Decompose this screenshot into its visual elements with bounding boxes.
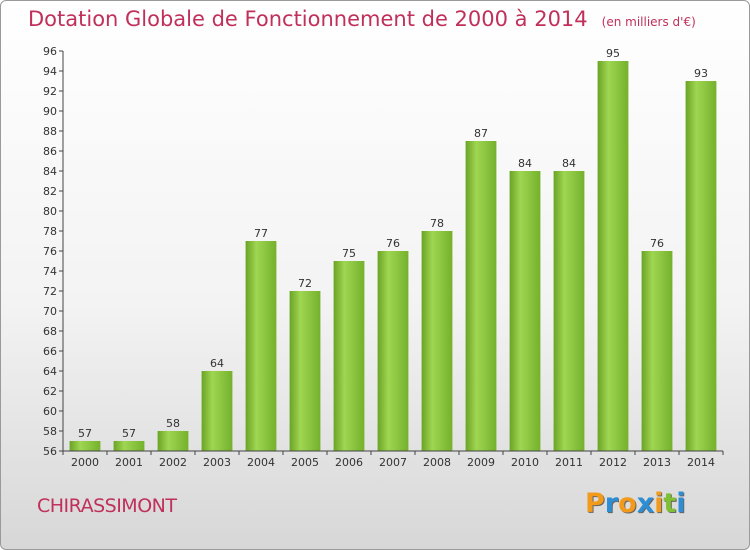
logo-letter: t	[663, 488, 677, 519]
logo-letter: o	[618, 488, 637, 519]
y-tick-label-60: 60	[43, 405, 57, 418]
y-tick-label-76: 76	[43, 245, 57, 258]
value-label-2007: 76	[386, 237, 400, 250]
logo-letter: i	[654, 488, 664, 519]
y-tick-label-66: 66	[43, 345, 57, 358]
x-tick-label-2014: 2014	[687, 456, 715, 469]
bar-2012	[597, 61, 629, 451]
logo-letter: P	[585, 488, 605, 519]
logo-letter: r	[604, 488, 619, 519]
x-tick-label-2004: 2004	[247, 456, 275, 469]
y-tick-label-78: 78	[43, 225, 57, 238]
y-tick-label-88: 88	[43, 125, 57, 138]
y-tick-label-56: 56	[43, 445, 57, 458]
value-label-2010: 84	[518, 157, 532, 170]
value-label-2012: 95	[606, 47, 620, 60]
value-label-2006: 75	[342, 247, 356, 260]
y-tick-label-82: 82	[43, 185, 57, 198]
y-tick-label-84: 84	[43, 165, 57, 178]
bar-2000	[69, 441, 101, 451]
value-label-2000: 57	[78, 427, 92, 440]
bar-2008	[421, 231, 453, 451]
x-tick-label-2008: 2008	[423, 456, 451, 469]
y-tick-label-68: 68	[43, 325, 57, 338]
value-label-2002: 58	[166, 417, 180, 430]
y-tick-label-72: 72	[43, 285, 57, 298]
y-tick-label-90: 90	[43, 105, 57, 118]
value-label-2013: 76	[650, 237, 664, 250]
value-label-2008: 78	[430, 217, 444, 230]
y-tick-label-74: 74	[43, 265, 57, 278]
y-tick-label-86: 86	[43, 145, 57, 158]
value-label-2004: 77	[254, 227, 268, 240]
x-tick-label-2010: 2010	[511, 456, 539, 469]
bar-2001	[113, 441, 145, 451]
y-tick-label-64: 64	[43, 365, 57, 378]
x-tick-label-2002: 2002	[159, 456, 187, 469]
bar-2003	[201, 371, 233, 451]
y-tick-label-94: 94	[43, 65, 57, 78]
value-label-2009: 87	[474, 127, 488, 140]
x-tick-label-2005: 2005	[291, 456, 319, 469]
chart-subtitle: (en milliers d'€)	[601, 15, 696, 29]
logo-letter: i	[676, 488, 686, 519]
bar-2002	[157, 431, 189, 451]
x-tick-label-2011: 2011	[555, 456, 583, 469]
proxiti-logo: Proxiti	[585, 488, 686, 519]
x-tick-label-2007: 2007	[379, 456, 407, 469]
bar-2007	[377, 251, 409, 451]
bar-2011	[553, 171, 585, 451]
chart-title: Dotation Globale de Fonctionnement de 20…	[28, 7, 588, 31]
value-label-2005: 72	[298, 277, 312, 290]
bar-2014	[685, 81, 717, 451]
bar-2006	[333, 261, 365, 451]
bar-2013	[641, 251, 673, 451]
bar-2010	[509, 171, 541, 451]
y-tick-label-96: 96	[43, 45, 57, 58]
bar-2009	[465, 141, 497, 451]
x-tick-label-2001: 2001	[115, 456, 143, 469]
y-tick-label-58: 58	[43, 425, 57, 438]
bar-2004	[245, 241, 277, 451]
y-tick-label-92: 92	[43, 85, 57, 98]
x-tick-label-2013: 2013	[643, 456, 671, 469]
y-tick-label-62: 62	[43, 385, 57, 398]
value-label-2003: 64	[210, 357, 224, 370]
y-tick-label-70: 70	[43, 305, 57, 318]
chart-title-block: Dotation Globale de Fonctionnement de 20…	[28, 7, 696, 31]
x-tick-label-2000: 2000	[71, 456, 99, 469]
value-label-2001: 57	[122, 427, 136, 440]
bar-2005	[289, 291, 321, 451]
value-label-2014: 93	[694, 67, 708, 80]
x-tick-label-2012: 2012	[599, 456, 627, 469]
x-tick-label-2003: 2003	[203, 456, 231, 469]
x-tick-label-2006: 2006	[335, 456, 363, 469]
commune-name: CHIRASSIMONT	[37, 495, 177, 517]
logo-letter: x	[636, 488, 655, 519]
x-tick-label-2009: 2009	[467, 456, 495, 469]
value-label-2011: 84	[562, 157, 576, 170]
y-tick-label-80: 80	[43, 205, 57, 218]
